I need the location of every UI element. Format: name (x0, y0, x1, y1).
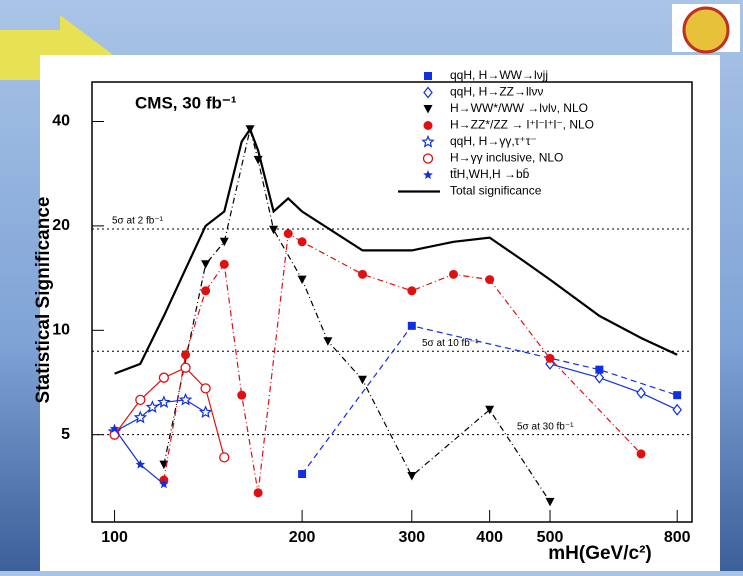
x-tick-label: 400 (476, 529, 503, 546)
marker (636, 449, 646, 459)
marker (219, 237, 229, 247)
marker (109, 429, 120, 440)
legend-label: tt̄H,WH,H →bb̄ (450, 167, 530, 181)
series-line (114, 399, 206, 433)
series-line (114, 366, 225, 458)
series-line (163, 232, 642, 493)
x-tick-label: 100 (101, 529, 128, 546)
marker (545, 497, 555, 507)
y-tick-label: 5 (61, 426, 70, 443)
marker (135, 394, 146, 406)
reference-label: 5σ at 2 fb⁻¹ (112, 216, 164, 227)
x-axis-label: mH(GeV/c²) (548, 543, 651, 564)
x-tick-label: 300 (398, 529, 425, 546)
marker (407, 472, 417, 481)
marker (595, 365, 604, 374)
reference-label: 5σ at 10 fb⁻¹ (422, 338, 479, 349)
marker (423, 105, 433, 114)
plot-frame (91, 81, 693, 523)
marker (219, 452, 230, 463)
marker (201, 286, 211, 296)
legend-label: qqH, H→WW→lνjj (450, 68, 548, 82)
marker (157, 395, 171, 408)
marker (145, 400, 160, 413)
marker (449, 269, 459, 279)
y-axis-label: Statistical Significance (33, 197, 54, 404)
marker (357, 269, 367, 279)
marker (297, 275, 307, 285)
marker (423, 121, 433, 130)
marker (298, 470, 307, 479)
marker (135, 459, 146, 469)
marker (485, 275, 495, 285)
marker (422, 153, 434, 164)
series-line (114, 126, 678, 375)
marker (158, 372, 170, 383)
marker (407, 286, 417, 296)
y-tick-label: 10 (52, 322, 70, 339)
marker (133, 410, 148, 424)
y-tick-label: 40 (52, 113, 70, 130)
marker (297, 237, 307, 247)
marker (323, 337, 333, 346)
marker (201, 260, 211, 269)
marker (109, 423, 120, 433)
marker (253, 488, 263, 498)
marker (178, 392, 193, 406)
y-tick-label: 20 (52, 217, 70, 234)
legend-label: H→γγ inclusive, NLO (450, 151, 563, 165)
legend-label: H→WW*/WW →lνlν, NLO (450, 101, 588, 115)
series-line (301, 325, 678, 475)
series-line (163, 129, 551, 503)
marker (237, 390, 247, 400)
marker (485, 405, 495, 415)
legend-label: qqH, H→ZZ→llνν (450, 85, 543, 99)
marker (180, 362, 191, 373)
marker (283, 229, 293, 239)
marker (421, 134, 435, 148)
marker (269, 225, 279, 235)
marker (545, 353, 555, 363)
legend-label: H→ZZ*/ZZ → l⁺l⁻l⁺l⁻, NLO (450, 118, 594, 132)
marker (181, 350, 191, 360)
marker (219, 259, 229, 269)
marker (159, 479, 169, 489)
marker (407, 321, 416, 330)
marker (200, 383, 211, 394)
x-tick-label: 200 (289, 529, 316, 546)
marker (594, 371, 605, 384)
plot-background (40, 55, 720, 571)
legend-label: Total significance (450, 184, 542, 198)
series-line (549, 363, 678, 411)
marker (198, 405, 213, 419)
marker (357, 375, 367, 385)
marker (423, 86, 433, 99)
cms-logo (682, 6, 730, 54)
marker (159, 460, 169, 470)
x-tick-label: 500 (537, 529, 564, 546)
reference-label: 5σ at 30 fb⁻¹ (517, 421, 574, 432)
legend-label: qqH, H→γγ,τ⁺τ⁻ (450, 134, 537, 148)
x-tick-label: 800 (664, 529, 691, 546)
marker (423, 170, 433, 179)
marker (672, 403, 682, 416)
marker (673, 391, 682, 400)
marker (636, 386, 646, 399)
marker (424, 72, 432, 80)
chart-title: CMS, 30 fb⁻¹ (135, 93, 237, 112)
